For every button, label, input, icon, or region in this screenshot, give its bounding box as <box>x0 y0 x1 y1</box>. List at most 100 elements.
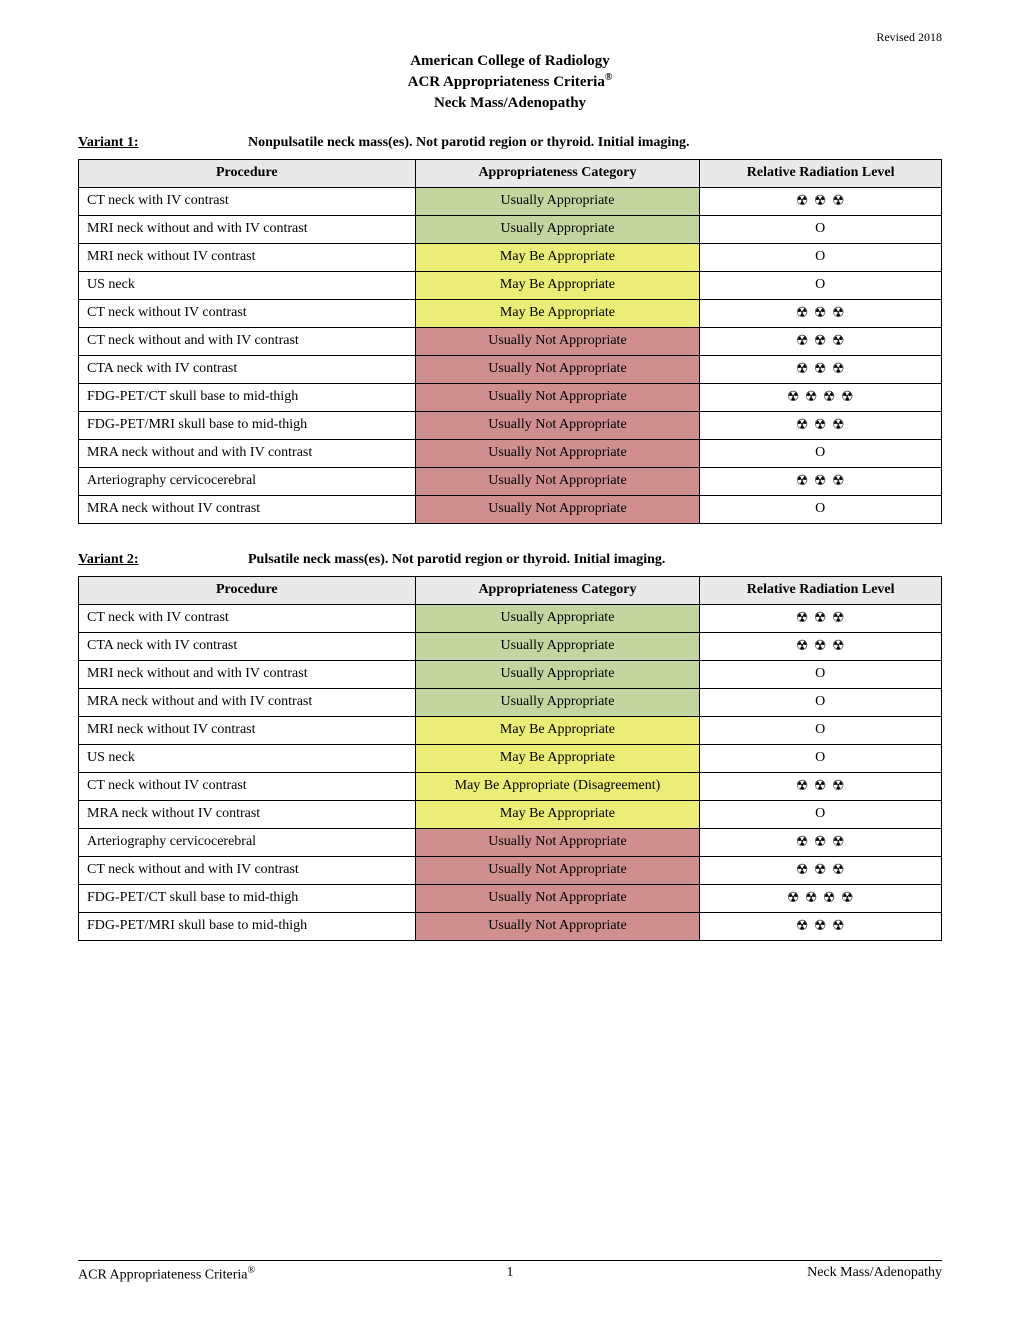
table-row: FDG-PET/MRI skull base to mid-thighUsual… <box>79 411 942 439</box>
criteria-table: ProcedureAppropriateness CategoryRelativ… <box>78 576 942 941</box>
procedure-cell: CTA neck with IV contrast <box>79 632 416 660</box>
table-row: MRI neck without IV contrastMay Be Appro… <box>79 243 942 271</box>
category-cell: Usually Appropriate <box>415 632 700 660</box>
category-cell: May Be Appropriate <box>415 744 700 772</box>
procedure-cell: FDG-PET/MRI skull base to mid-thigh <box>79 411 416 439</box>
radiation-cell: O <box>700 439 942 467</box>
category-cell: Usually Not Appropriate <box>415 912 700 940</box>
radiation-cell: ☢ ☢ ☢ <box>700 772 942 800</box>
header-line-3: Neck Mass/Adenopathy <box>78 93 942 113</box>
procedure-cell: CT neck without and with IV contrast <box>79 856 416 884</box>
radiation-cell: ☢ ☢ ☢ <box>700 467 942 495</box>
procedure-cell: US neck <box>79 271 416 299</box>
category-cell: Usually Appropriate <box>415 215 700 243</box>
category-cell: May Be Appropriate <box>415 271 700 299</box>
variant-label: Variant 2: <box>78 552 248 568</box>
category-cell: Usually Not Appropriate <box>415 495 700 523</box>
radiation-cell: ☢ ☢ ☢ <box>700 327 942 355</box>
variant-heading: Variant 2:Pulsatile neck mass(es). Not p… <box>78 552 942 568</box>
procedure-cell: Arteriography cervicocerebral <box>79 467 416 495</box>
radiation-cell: ☢ ☢ ☢ <box>700 604 942 632</box>
procedure-cell: CT neck with IV contrast <box>79 604 416 632</box>
table-row: CT neck without IV contrastMay Be Approp… <box>79 772 942 800</box>
category-cell: Usually Not Appropriate <box>415 828 700 856</box>
procedure-cell: FDG-PET/CT skull base to mid-thigh <box>79 884 416 912</box>
revised-text: Revised 2018 <box>78 30 942 45</box>
radiation-cell: O <box>700 688 942 716</box>
procedure-cell: CTA neck with IV contrast <box>79 355 416 383</box>
document-header: American College of Radiology ACR Approp… <box>78 51 942 113</box>
column-header: Appropriateness Category <box>415 576 700 604</box>
radiation-cell: ☢ ☢ ☢ <box>700 411 942 439</box>
radiation-cell: ☢ ☢ ☢ <box>700 912 942 940</box>
table-row: CT neck without and with IV contrastUsua… <box>79 327 942 355</box>
procedure-cell: MRI neck without IV contrast <box>79 243 416 271</box>
category-cell: Usually Not Appropriate <box>415 355 700 383</box>
table-row: MRA neck without IV contrastMay Be Appro… <box>79 800 942 828</box>
table-row: CT neck without IV contrastMay Be Approp… <box>79 299 942 327</box>
category-cell: Usually Not Appropriate <box>415 856 700 884</box>
category-cell: May Be Appropriate <box>415 299 700 327</box>
table-row: MRI neck without and with IV contrastUsu… <box>79 215 942 243</box>
procedure-cell: CT neck without IV contrast <box>79 299 416 327</box>
column-header: Appropriateness Category <box>415 159 700 187</box>
procedure-cell: MRA neck without and with IV contrast <box>79 439 416 467</box>
table-row: MRI neck without and with IV contrastUsu… <box>79 660 942 688</box>
procedure-cell: MRA neck without IV contrast <box>79 495 416 523</box>
category-cell: Usually Appropriate <box>415 187 700 215</box>
table-row: MRA neck without IV contrastUsually Not … <box>79 495 942 523</box>
criteria-table: ProcedureAppropriateness CategoryRelativ… <box>78 159 942 524</box>
table-row: MRA neck without and with IV contrastUsu… <box>79 439 942 467</box>
procedure-cell: MRI neck without IV contrast <box>79 716 416 744</box>
page-number: 1 <box>78 1265 942 1281</box>
registered-mark: ® <box>605 72 612 83</box>
procedure-cell: Arteriography cervicocerebral <box>79 828 416 856</box>
radiation-cell: ☢ ☢ ☢ <box>700 828 942 856</box>
radiation-cell: O <box>700 744 942 772</box>
procedure-cell: MRA neck without IV contrast <box>79 800 416 828</box>
radiation-cell: ☢ ☢ ☢ ☢ <box>700 884 942 912</box>
category-cell: Usually Not Appropriate <box>415 383 700 411</box>
procedure-cell: CT neck without IV contrast <box>79 772 416 800</box>
category-cell: Usually Not Appropriate <box>415 411 700 439</box>
radiation-cell: ☢ ☢ ☢ <box>700 856 942 884</box>
radiation-cell: ☢ ☢ ☢ <box>700 187 942 215</box>
table-row: CT neck with IV contrastUsually Appropri… <box>79 187 942 215</box>
column-header: Relative Radiation Level <box>700 576 942 604</box>
radiation-cell: ☢ ☢ ☢ <box>700 299 942 327</box>
category-cell: May Be Appropriate <box>415 243 700 271</box>
table-row: CTA neck with IV contrastUsually Appropr… <box>79 632 942 660</box>
radiation-cell: ☢ ☢ ☢ ☢ <box>700 383 942 411</box>
table-row: CTA neck with IV contrastUsually Not App… <box>79 355 942 383</box>
radiation-cell: ☢ ☢ ☢ <box>700 355 942 383</box>
procedure-cell: CT neck with IV contrast <box>79 187 416 215</box>
variant-description: Pulsatile neck mass(es). Not parotid reg… <box>248 552 665 568</box>
radiation-cell: O <box>700 660 942 688</box>
category-cell: Usually Not Appropriate <box>415 884 700 912</box>
table-row: FDG-PET/CT skull base to mid-thighUsuall… <box>79 884 942 912</box>
page-footer: ACR Appropriateness Criteria® 1 Neck Mas… <box>78 1260 942 1284</box>
column-header: Procedure <box>79 576 416 604</box>
procedure-cell: FDG-PET/MRI skull base to mid-thigh <box>79 912 416 940</box>
category-cell: May Be Appropriate <box>415 716 700 744</box>
table-row: CT neck with IV contrastUsually Appropri… <box>79 604 942 632</box>
table-row: US neckMay Be AppropriateO <box>79 271 942 299</box>
category-cell: Usually Not Appropriate <box>415 439 700 467</box>
procedure-cell: MRA neck without and with IV contrast <box>79 688 416 716</box>
header-line-2a: ACR Appropriateness Criteria <box>408 74 605 90</box>
radiation-cell: O <box>700 271 942 299</box>
procedure-cell: MRI neck without and with IV contrast <box>79 660 416 688</box>
category-cell: Usually Appropriate <box>415 688 700 716</box>
table-row: FDG-PET/MRI skull base to mid-thighUsual… <box>79 912 942 940</box>
procedure-cell: MRI neck without and with IV contrast <box>79 215 416 243</box>
table-row: FDG-PET/CT skull base to mid-thighUsuall… <box>79 383 942 411</box>
radiation-cell: ☢ ☢ ☢ <box>700 632 942 660</box>
category-cell: Usually Appropriate <box>415 604 700 632</box>
table-row: US neckMay Be AppropriateO <box>79 744 942 772</box>
table-row: MRA neck without and with IV contrastUsu… <box>79 688 942 716</box>
radiation-cell: O <box>700 800 942 828</box>
radiation-cell: O <box>700 495 942 523</box>
table-row: Arteriography cervicocerebralUsually Not… <box>79 828 942 856</box>
table-row: Arteriography cervicocerebralUsually Not… <box>79 467 942 495</box>
table-row: MRI neck without IV contrastMay Be Appro… <box>79 716 942 744</box>
